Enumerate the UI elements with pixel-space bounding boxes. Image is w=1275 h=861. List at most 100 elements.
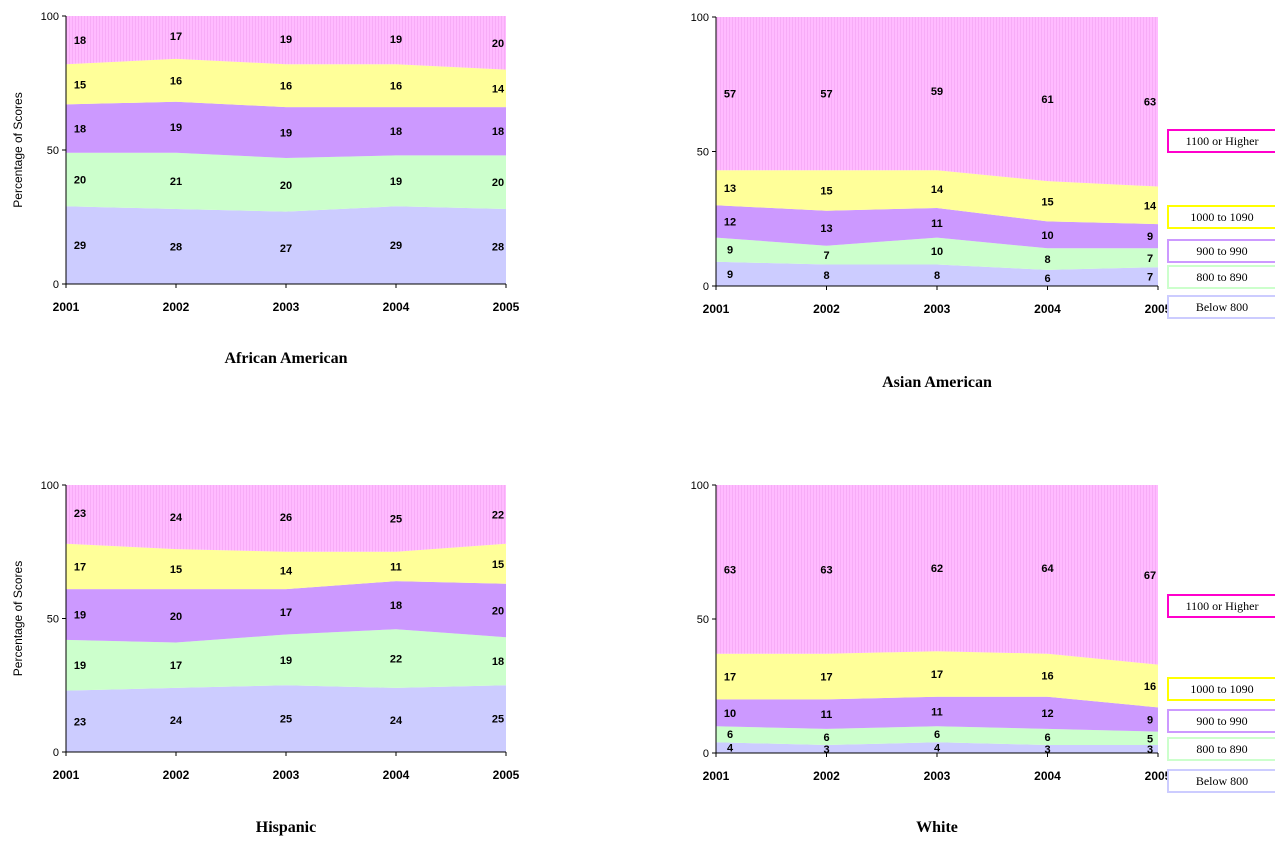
- data-label: 23: [74, 716, 86, 728]
- x-tick-label: 2005: [1145, 302, 1172, 316]
- data-label: 11: [931, 706, 943, 718]
- y-tick-label: 50: [47, 145, 59, 157]
- data-label: 57: [820, 89, 832, 101]
- x-tick-label: 2001: [703, 302, 730, 316]
- data-label: 27: [280, 243, 292, 255]
- data-label: 17: [724, 672, 736, 684]
- data-label: 59: [931, 86, 943, 98]
- y-tick-label: 50: [47, 614, 59, 626]
- data-label: 9: [1147, 231, 1153, 243]
- data-label: 12: [1041, 708, 1053, 720]
- legend-label: 900 to 990: [1196, 244, 1247, 258]
- chart-title: Hispanic: [256, 819, 316, 836]
- data-label: 16: [390, 81, 402, 93]
- x-tick-label: 2002: [813, 769, 840, 783]
- legend-label: 1000 to 1090: [1190, 210, 1253, 224]
- data-label: 57: [724, 89, 736, 101]
- data-label: 61: [1041, 94, 1053, 106]
- data-label: 14: [1144, 200, 1157, 212]
- legend-label: Below 800: [1196, 300, 1248, 314]
- data-label: 8: [934, 270, 940, 282]
- data-label: 17: [74, 561, 86, 573]
- data-label: 19: [390, 176, 402, 188]
- data-label: 14: [280, 565, 293, 577]
- legend: 1100 or Higher 1000 to 1090 900 to 990 800 …: [1167, 594, 1275, 793]
- x-tick-label: 2005: [1145, 769, 1172, 783]
- data-label: 6: [934, 729, 940, 741]
- legend-label: 800 to 890: [1196, 742, 1247, 756]
- x-tick-label: 2004: [1034, 769, 1061, 783]
- area-1000-to-1090: [716, 170, 1158, 225]
- data-label: 8: [1044, 254, 1050, 266]
- data-label: 19: [170, 122, 182, 134]
- data-label: 25: [390, 513, 402, 525]
- area-below-800: [66, 685, 506, 752]
- data-label: 15: [492, 559, 504, 571]
- area-800-to-890: [716, 237, 1158, 270]
- data-label: 20: [492, 177, 504, 189]
- data-label: 22: [492, 509, 504, 521]
- data-label: 22: [390, 654, 402, 666]
- chart-title: Asian American: [882, 374, 992, 391]
- data-label: 29: [390, 240, 402, 252]
- legend-box: [1167, 265, 1275, 289]
- data-label: 19: [280, 34, 292, 46]
- data-label: 3: [1147, 744, 1153, 756]
- data-label: 19: [74, 660, 86, 672]
- x-tick-label: 2001: [53, 300, 80, 314]
- data-label: 15: [74, 79, 86, 91]
- area-1000-to-1090: [66, 58, 506, 108]
- x-tick-label: 2003: [924, 302, 951, 316]
- data-label: 10: [1041, 230, 1053, 242]
- x-tick-label: 2001: [703, 769, 730, 783]
- data-label: 16: [280, 81, 292, 93]
- data-label: 9: [1147, 715, 1153, 727]
- data-label: 8: [823, 270, 829, 282]
- data-label: 18: [492, 656, 504, 668]
- area-1100-or-higher: [66, 16, 506, 70]
- data-label: 15: [820, 186, 832, 198]
- legend-label: 800 to 890: [1196, 270, 1247, 284]
- y-tick-label: 0: [53, 279, 59, 291]
- area-below-800: [716, 261, 1158, 286]
- x-tick-label: 2003: [273, 768, 300, 782]
- data-label: 24: [390, 715, 403, 727]
- data-label: 18: [390, 126, 402, 138]
- data-label: 63: [820, 564, 832, 576]
- data-label: 10: [931, 246, 943, 258]
- x-tick-label: 2003: [273, 300, 300, 314]
- data-label: 19: [280, 655, 292, 667]
- chart-title: White: [916, 819, 958, 836]
- data-label: 26: [280, 512, 292, 524]
- data-label: 12: [724, 216, 736, 228]
- data-label: 62: [931, 563, 943, 575]
- data-label: 28: [170, 241, 182, 253]
- data-label: 20: [492, 605, 504, 617]
- data-label: 7: [1147, 272, 1153, 284]
- area-900-to-990: [66, 581, 506, 643]
- chart-3: 0 50 100 2001 2002 2003 2004 2005 23 24 25 24 25 19 17…: [11, 480, 520, 836]
- data-label: 9: [727, 269, 733, 281]
- area-1000-to-1090: [716, 651, 1158, 708]
- area-below-800: [66, 206, 506, 284]
- area-900-to-990: [716, 696, 1158, 732]
- data-label: 24: [170, 715, 183, 727]
- x-tick-label: 2005: [493, 300, 520, 314]
- data-label: 20: [74, 174, 86, 186]
- data-label: 11: [931, 218, 943, 230]
- data-label: 25: [280, 714, 292, 726]
- legend-label: 900 to 990: [1196, 714, 1247, 728]
- y-tick-label: 50: [697, 147, 709, 159]
- legend-label: 1100 or Higher: [1186, 134, 1259, 148]
- x-tick-label: 2002: [163, 300, 190, 314]
- data-label: 14: [492, 83, 505, 95]
- legend-box: [1167, 594, 1275, 618]
- data-label: 15: [170, 564, 182, 576]
- chart-2: 0 50 100 2001 2002 2003 2004 2005 9 8 8 6 7 9 7 10 8 7 12 1…: [691, 12, 1275, 391]
- y-tick-label: 100: [41, 11, 59, 23]
- data-label: 4: [727, 743, 734, 755]
- area-1100-or-higher: [716, 17, 1158, 187]
- y-axis-title: Percentage of Scores: [11, 92, 25, 207]
- area-800-to-890: [716, 726, 1158, 745]
